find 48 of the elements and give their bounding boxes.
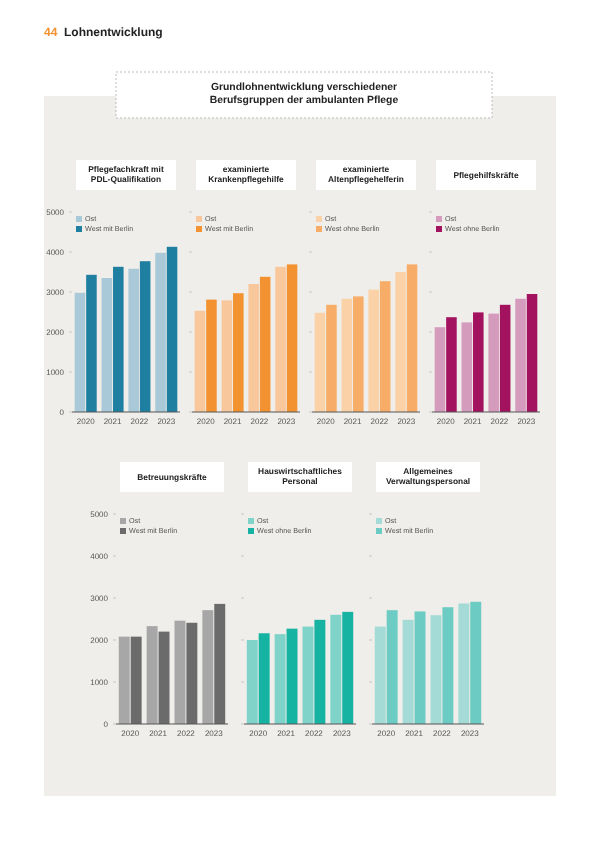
bar	[314, 312, 326, 412]
bar	[488, 313, 499, 412]
bar	[368, 289, 379, 412]
bar	[130, 636, 142, 724]
bar	[326, 304, 337, 412]
bar	[446, 317, 457, 412]
bar	[341, 298, 353, 412]
bar	[113, 266, 124, 412]
bar	[186, 622, 198, 724]
bar	[386, 610, 398, 724]
bar	[515, 298, 526, 412]
bar	[434, 327, 446, 412]
bar	[221, 300, 233, 412]
bar	[499, 304, 511, 412]
bar	[202, 610, 214, 724]
bar	[139, 261, 151, 412]
bar	[248, 284, 259, 412]
bar	[406, 264, 418, 412]
bar	[458, 603, 470, 724]
bar	[430, 615, 442, 724]
bar	[374, 626, 386, 724]
bar	[353, 296, 364, 412]
bar	[101, 278, 113, 412]
bar	[473, 312, 484, 412]
bar	[414, 611, 426, 724]
bar	[158, 631, 170, 724]
bar	[194, 310, 206, 412]
bar	[233, 293, 244, 412]
bar	[442, 607, 454, 724]
bar	[526, 294, 538, 412]
bar	[128, 268, 139, 412]
bar	[214, 603, 226, 724]
bar	[259, 276, 271, 412]
bar	[402, 619, 414, 724]
bar	[470, 601, 482, 724]
bar	[275, 266, 286, 412]
bar	[174, 620, 186, 724]
bar	[286, 264, 298, 412]
bar	[86, 274, 97, 412]
bar	[395, 272, 406, 412]
bar	[74, 292, 86, 412]
bar	[206, 299, 217, 412]
bar	[461, 322, 473, 412]
bar	[146, 626, 158, 724]
bar	[379, 281, 391, 412]
bar	[166, 246, 178, 412]
bar	[118, 636, 130, 724]
bar	[155, 252, 166, 412]
